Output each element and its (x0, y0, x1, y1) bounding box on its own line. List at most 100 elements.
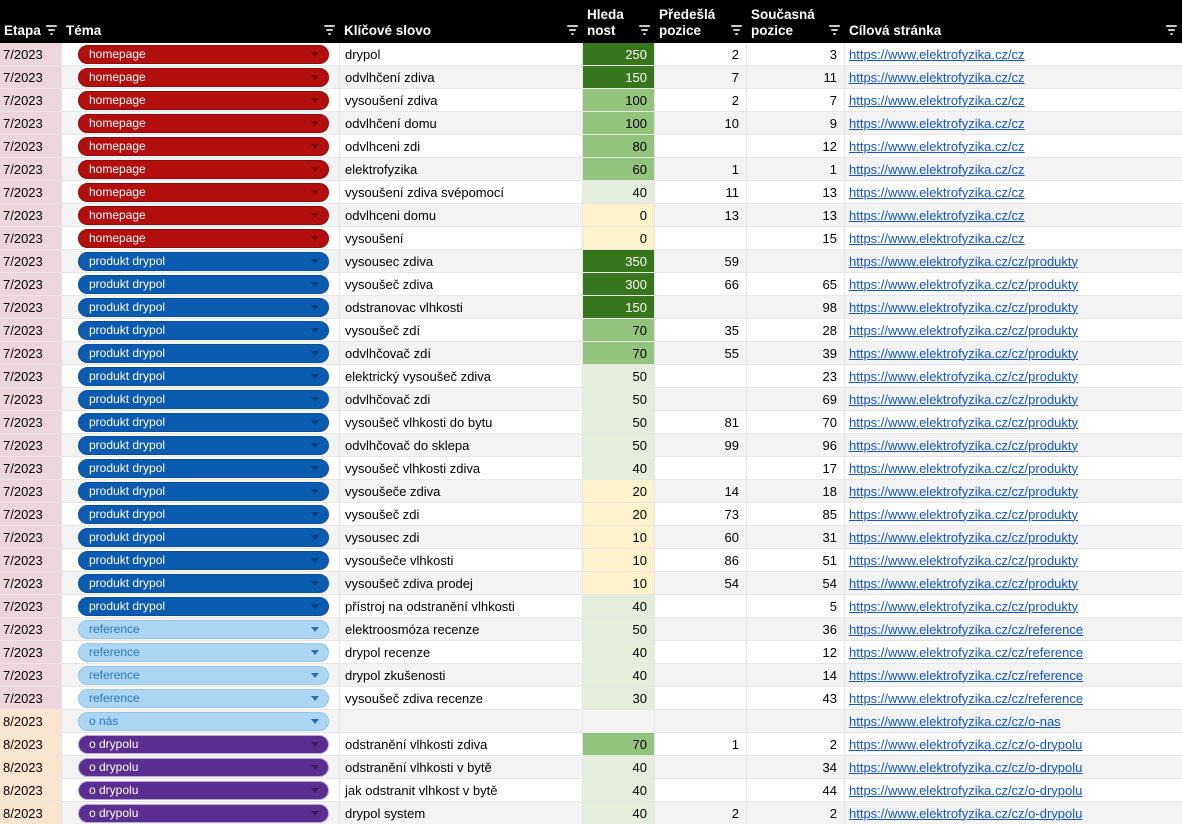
keyword-cell[interactable]: elektrofyzika (340, 158, 583, 181)
target-page-link[interactable]: https://www.elektrofyzika.cz/cz/produkty (849, 322, 1079, 338)
etapa-cell[interactable]: 7/2023 (0, 273, 62, 296)
target-page-link[interactable]: https://www.elektrofyzika.cz/cz/produkty (849, 299, 1079, 315)
hledanost-cell[interactable]: 40 (583, 595, 655, 618)
etapa-cell[interactable]: 7/2023 (0, 319, 62, 342)
etapa-cell[interactable]: 7/2023 (0, 227, 62, 250)
etapa-cell[interactable]: 7/2023 (0, 687, 62, 710)
keyword-cell[interactable]: vysousec zdiva (340, 250, 583, 273)
etapa-cell[interactable]: 8/2023 (0, 710, 62, 733)
predesla-pozice-cell[interactable] (655, 365, 747, 388)
predesla-pozice-cell[interactable] (655, 687, 747, 710)
tema-dropdown-chip[interactable]: produkt drypol (78, 412, 329, 432)
soucasna-pozice-cell[interactable]: 3 (747, 43, 845, 66)
etapa-cell[interactable]: 7/2023 (0, 664, 62, 687)
etapa-cell[interactable]: 7/2023 (0, 618, 62, 641)
keyword-cell[interactable]: odstranění vlhkosti zdiva (340, 733, 583, 756)
soucasna-pozice-cell[interactable]: 54 (747, 572, 845, 595)
etapa-cell[interactable]: 7/2023 (0, 66, 62, 89)
tema-dropdown-chip[interactable]: produkt drypol (78, 251, 329, 271)
tema-dropdown-chip[interactable]: produkt drypol (78, 458, 329, 478)
etapa-cell[interactable]: 7/2023 (0, 641, 62, 664)
soucasna-pozice-cell[interactable]: 23 (747, 365, 845, 388)
soucasna-pozice-cell[interactable]: 9 (747, 112, 845, 135)
keyword-cell[interactable]: drypol zkušenosti (340, 664, 583, 687)
etapa-cell[interactable]: 7/2023 (0, 112, 62, 135)
column-header-tema[interactable]: Téma (62, 0, 340, 43)
filter-icon[interactable] (566, 23, 579, 37)
soucasna-pozice-cell[interactable]: 39 (747, 342, 845, 365)
hledanost-cell[interactable]: 150 (583, 296, 655, 319)
tema-dropdown-chip[interactable]: homepage (78, 90, 329, 110)
tema-dropdown-chip[interactable]: produkt drypol (78, 596, 329, 616)
target-page-link[interactable]: https://www.elektrofyzika.cz/cz/produkty (849, 460, 1079, 476)
target-page-link[interactable]: https://www.elektrofyzika.cz/cz/produkty (849, 529, 1079, 545)
predesla-pozice-cell[interactable] (655, 779, 747, 802)
keyword-cell[interactable] (340, 710, 583, 733)
keyword-cell[interactable]: drypol system (340, 802, 583, 824)
predesla-pozice-cell[interactable]: 13 (655, 204, 747, 227)
etapa-cell[interactable]: 7/2023 (0, 388, 62, 411)
etapa-cell[interactable]: 7/2023 (0, 572, 62, 595)
keyword-cell[interactable]: vysoušení zdiva svépomocí (340, 181, 583, 204)
soucasna-pozice-cell[interactable]: 15 (747, 227, 845, 250)
hledanost-cell[interactable]: 50 (583, 411, 655, 434)
tema-dropdown-chip[interactable]: homepage (78, 136, 329, 156)
keyword-cell[interactable]: vysoušeče vlhkosti (340, 549, 583, 572)
tema-dropdown-chip[interactable]: produkt drypol (78, 481, 329, 501)
soucasna-pozice-cell[interactable]: 65 (747, 273, 845, 296)
soucasna-pozice-cell[interactable]: 28 (747, 319, 845, 342)
filter-icon[interactable] (45, 23, 58, 37)
target-page-link[interactable]: https://www.elektrofyzika.cz/cz/referenc… (849, 644, 1084, 660)
column-header-soucasna-pozice[interactable]: Současná pozice (747, 0, 845, 43)
keyword-cell[interactable]: vysoušení (340, 227, 583, 250)
keyword-cell[interactable]: odvlhčovač do sklepa (340, 434, 583, 457)
target-page-link[interactable]: https://www.elektrofyzika.cz/cz/referenc… (849, 667, 1084, 683)
column-header-predesla-pozice[interactable]: Předešlá pozice (655, 0, 747, 43)
soucasna-pozice-cell[interactable]: 7 (747, 89, 845, 112)
predesla-pozice-cell[interactable]: 2 (655, 43, 747, 66)
soucasna-pozice-cell[interactable]: 12 (747, 135, 845, 158)
predesla-pozice-cell[interactable] (655, 710, 747, 733)
soucasna-pozice-cell[interactable]: 2 (747, 802, 845, 824)
target-page-link[interactable]: https://www.elektrofyzika.cz/cz/produkty (849, 368, 1079, 384)
etapa-cell[interactable]: 7/2023 (0, 204, 62, 227)
target-page-link[interactable]: https://www.elektrofyzika.cz/cz/o-drypol… (849, 782, 1083, 798)
target-page-link[interactable]: https://www.elektrofyzika.cz/cz (849, 230, 1025, 246)
tema-dropdown-chip[interactable]: o drypolu (78, 734, 329, 754)
hledanost-cell[interactable]: 40 (583, 802, 655, 824)
keyword-cell[interactable]: vysoušeč zdiva recenze (340, 687, 583, 710)
keyword-cell[interactable]: odvlhčení zdiva (340, 66, 583, 89)
keyword-cell[interactable]: vysoušeč zdiva (340, 273, 583, 296)
hledanost-cell[interactable]: 0 (583, 227, 655, 250)
predesla-pozice-cell[interactable]: 86 (655, 549, 747, 572)
predesla-pozice-cell[interactable] (655, 388, 747, 411)
target-page-link[interactable]: https://www.elektrofyzika.cz/cz/o-drypol… (849, 759, 1083, 775)
hledanost-cell[interactable]: 250 (583, 43, 655, 66)
keyword-cell[interactable]: odvlhčení domu (340, 112, 583, 135)
predesla-pozice-cell[interactable]: 54 (655, 572, 747, 595)
tema-dropdown-chip[interactable]: produkt drypol (78, 297, 329, 317)
etapa-cell[interactable]: 7/2023 (0, 89, 62, 112)
hledanost-cell[interactable]: 10 (583, 549, 655, 572)
predesla-pozice-cell[interactable] (655, 618, 747, 641)
soucasna-pozice-cell[interactable]: 96 (747, 434, 845, 457)
target-page-link[interactable]: https://www.elektrofyzika.cz/cz/produkty (849, 253, 1079, 269)
soucasna-pozice-cell[interactable]: 70 (747, 411, 845, 434)
keyword-cell[interactable]: vysoušeč zdiva prodej (340, 572, 583, 595)
column-header-cilova-stranka[interactable]: Cílová stránka (845, 0, 1182, 43)
keyword-cell[interactable]: vysoušeč vlhkosti zdiva (340, 457, 583, 480)
hledanost-cell[interactable]: 40 (583, 779, 655, 802)
soucasna-pozice-cell[interactable]: 44 (747, 779, 845, 802)
hledanost-cell[interactable] (583, 710, 655, 733)
keyword-cell[interactable]: elektroosmóza recenze (340, 618, 583, 641)
hledanost-cell[interactable]: 40 (583, 664, 655, 687)
predesla-pozice-cell[interactable]: 2 (655, 802, 747, 824)
keyword-cell[interactable]: přístroj na odstranění vlhkosti (340, 595, 583, 618)
tema-dropdown-chip[interactable]: produkt drypol (78, 550, 329, 570)
target-page-link[interactable]: https://www.elektrofyzika.cz/cz/produkty (849, 575, 1079, 591)
predesla-pozice-cell[interactable] (655, 595, 747, 618)
keyword-cell[interactable]: elektrický vysoušeč zdiva (340, 365, 583, 388)
predesla-pozice-cell[interactable] (655, 457, 747, 480)
filter-icon[interactable] (1165, 23, 1178, 37)
keyword-cell[interactable]: odstranovac vlhkosti (340, 296, 583, 319)
